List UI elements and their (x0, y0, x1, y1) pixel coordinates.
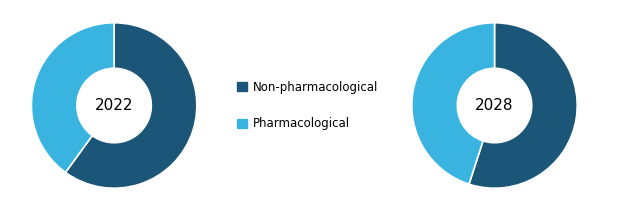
Wedge shape (469, 23, 577, 188)
Wedge shape (65, 23, 197, 188)
Wedge shape (412, 23, 495, 184)
Wedge shape (32, 23, 114, 172)
Text: 2028: 2028 (476, 98, 514, 113)
Text: 2022: 2022 (95, 98, 133, 113)
Legend: Non-pharmacological, Pharmacological: Non-pharmacological, Pharmacological (237, 81, 378, 130)
